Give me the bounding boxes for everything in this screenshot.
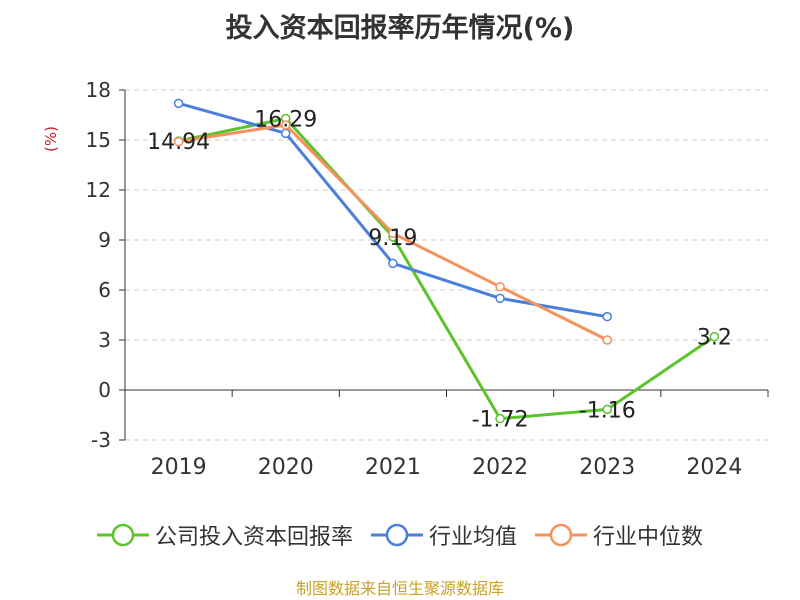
data-point <box>495 413 505 424</box>
data-point <box>602 311 612 322</box>
data-point <box>495 293 505 304</box>
legend-label: 行业中位数 <box>593 525 704 550</box>
data-point <box>602 404 612 415</box>
legend-label: 行业均值 <box>428 525 517 550</box>
series-line-0 <box>178 117 716 421</box>
y-tick-label: 18 <box>86 78 111 102</box>
data-point <box>281 120 291 130</box>
x-tick-label: 2020 <box>258 455 314 480</box>
data-point <box>495 281 505 292</box>
data-point <box>388 258 398 269</box>
data-label: 16.29 <box>254 108 317 133</box>
chart-title: 投入资本回报率历年情况(%) <box>225 13 575 44</box>
x-tick-label: 2019 <box>151 455 207 480</box>
y-tick-label: 0 <box>98 378 111 402</box>
data-point <box>173 98 184 109</box>
legend-line-marker-icon <box>370 523 423 547</box>
data-label: 9.19 <box>368 226 417 251</box>
x-tick-label: 2024 <box>686 455 742 480</box>
data-label: 3.2 <box>697 326 732 351</box>
grid-lines <box>125 89 768 441</box>
y-tick-label: 12 <box>86 178 111 202</box>
data-label: -1.16 <box>579 398 636 423</box>
data-point <box>602 335 612 345</box>
x-tick-label: 2022 <box>472 455 528 480</box>
legend-label: 公司投入资本回报率 <box>154 525 353 550</box>
data-labels: 14.94 16.29 9.19 -1.72 -1.16 3.2 <box>147 108 732 433</box>
data-label: 14.94 <box>147 130 210 155</box>
legend-item[interactable]: 行业中位数 <box>535 519 703 551</box>
legend-line-marker-icon <box>535 523 587 547</box>
source-note: 制图数据来自恒生聚源数据库 <box>295 579 504 598</box>
legend-item[interactable]: 行业均值 <box>370 519 517 551</box>
x-tick-label: 2021 <box>365 455 421 480</box>
series-line-1 <box>178 101 608 319</box>
data-point <box>388 228 398 239</box>
y-tick-label: 3 <box>98 328 111 352</box>
legend-item[interactable]: 公司投入资本回报率 <box>96 519 353 551</box>
y-tick-label: 9 <box>98 228 111 252</box>
legend: 公司投入资本回报率 行业均值 行业中位数 <box>0 519 800 551</box>
legend-line-marker-icon <box>96 523 149 547</box>
data-point <box>709 331 720 342</box>
series-lines <box>173 98 720 424</box>
y-tick-label: 15 <box>86 128 111 152</box>
data-point <box>173 136 184 147</box>
axes: -3 0 3 6 9 12 15 18 2019 2020 2021 2022 2023 2024 <box>86 78 769 480</box>
y-tick-label: -3 <box>91 428 111 452</box>
y-tick-label: 6 <box>98 278 111 302</box>
data-label: -1.72 <box>472 408 529 433</box>
x-tick-label: 2023 <box>579 455 635 480</box>
